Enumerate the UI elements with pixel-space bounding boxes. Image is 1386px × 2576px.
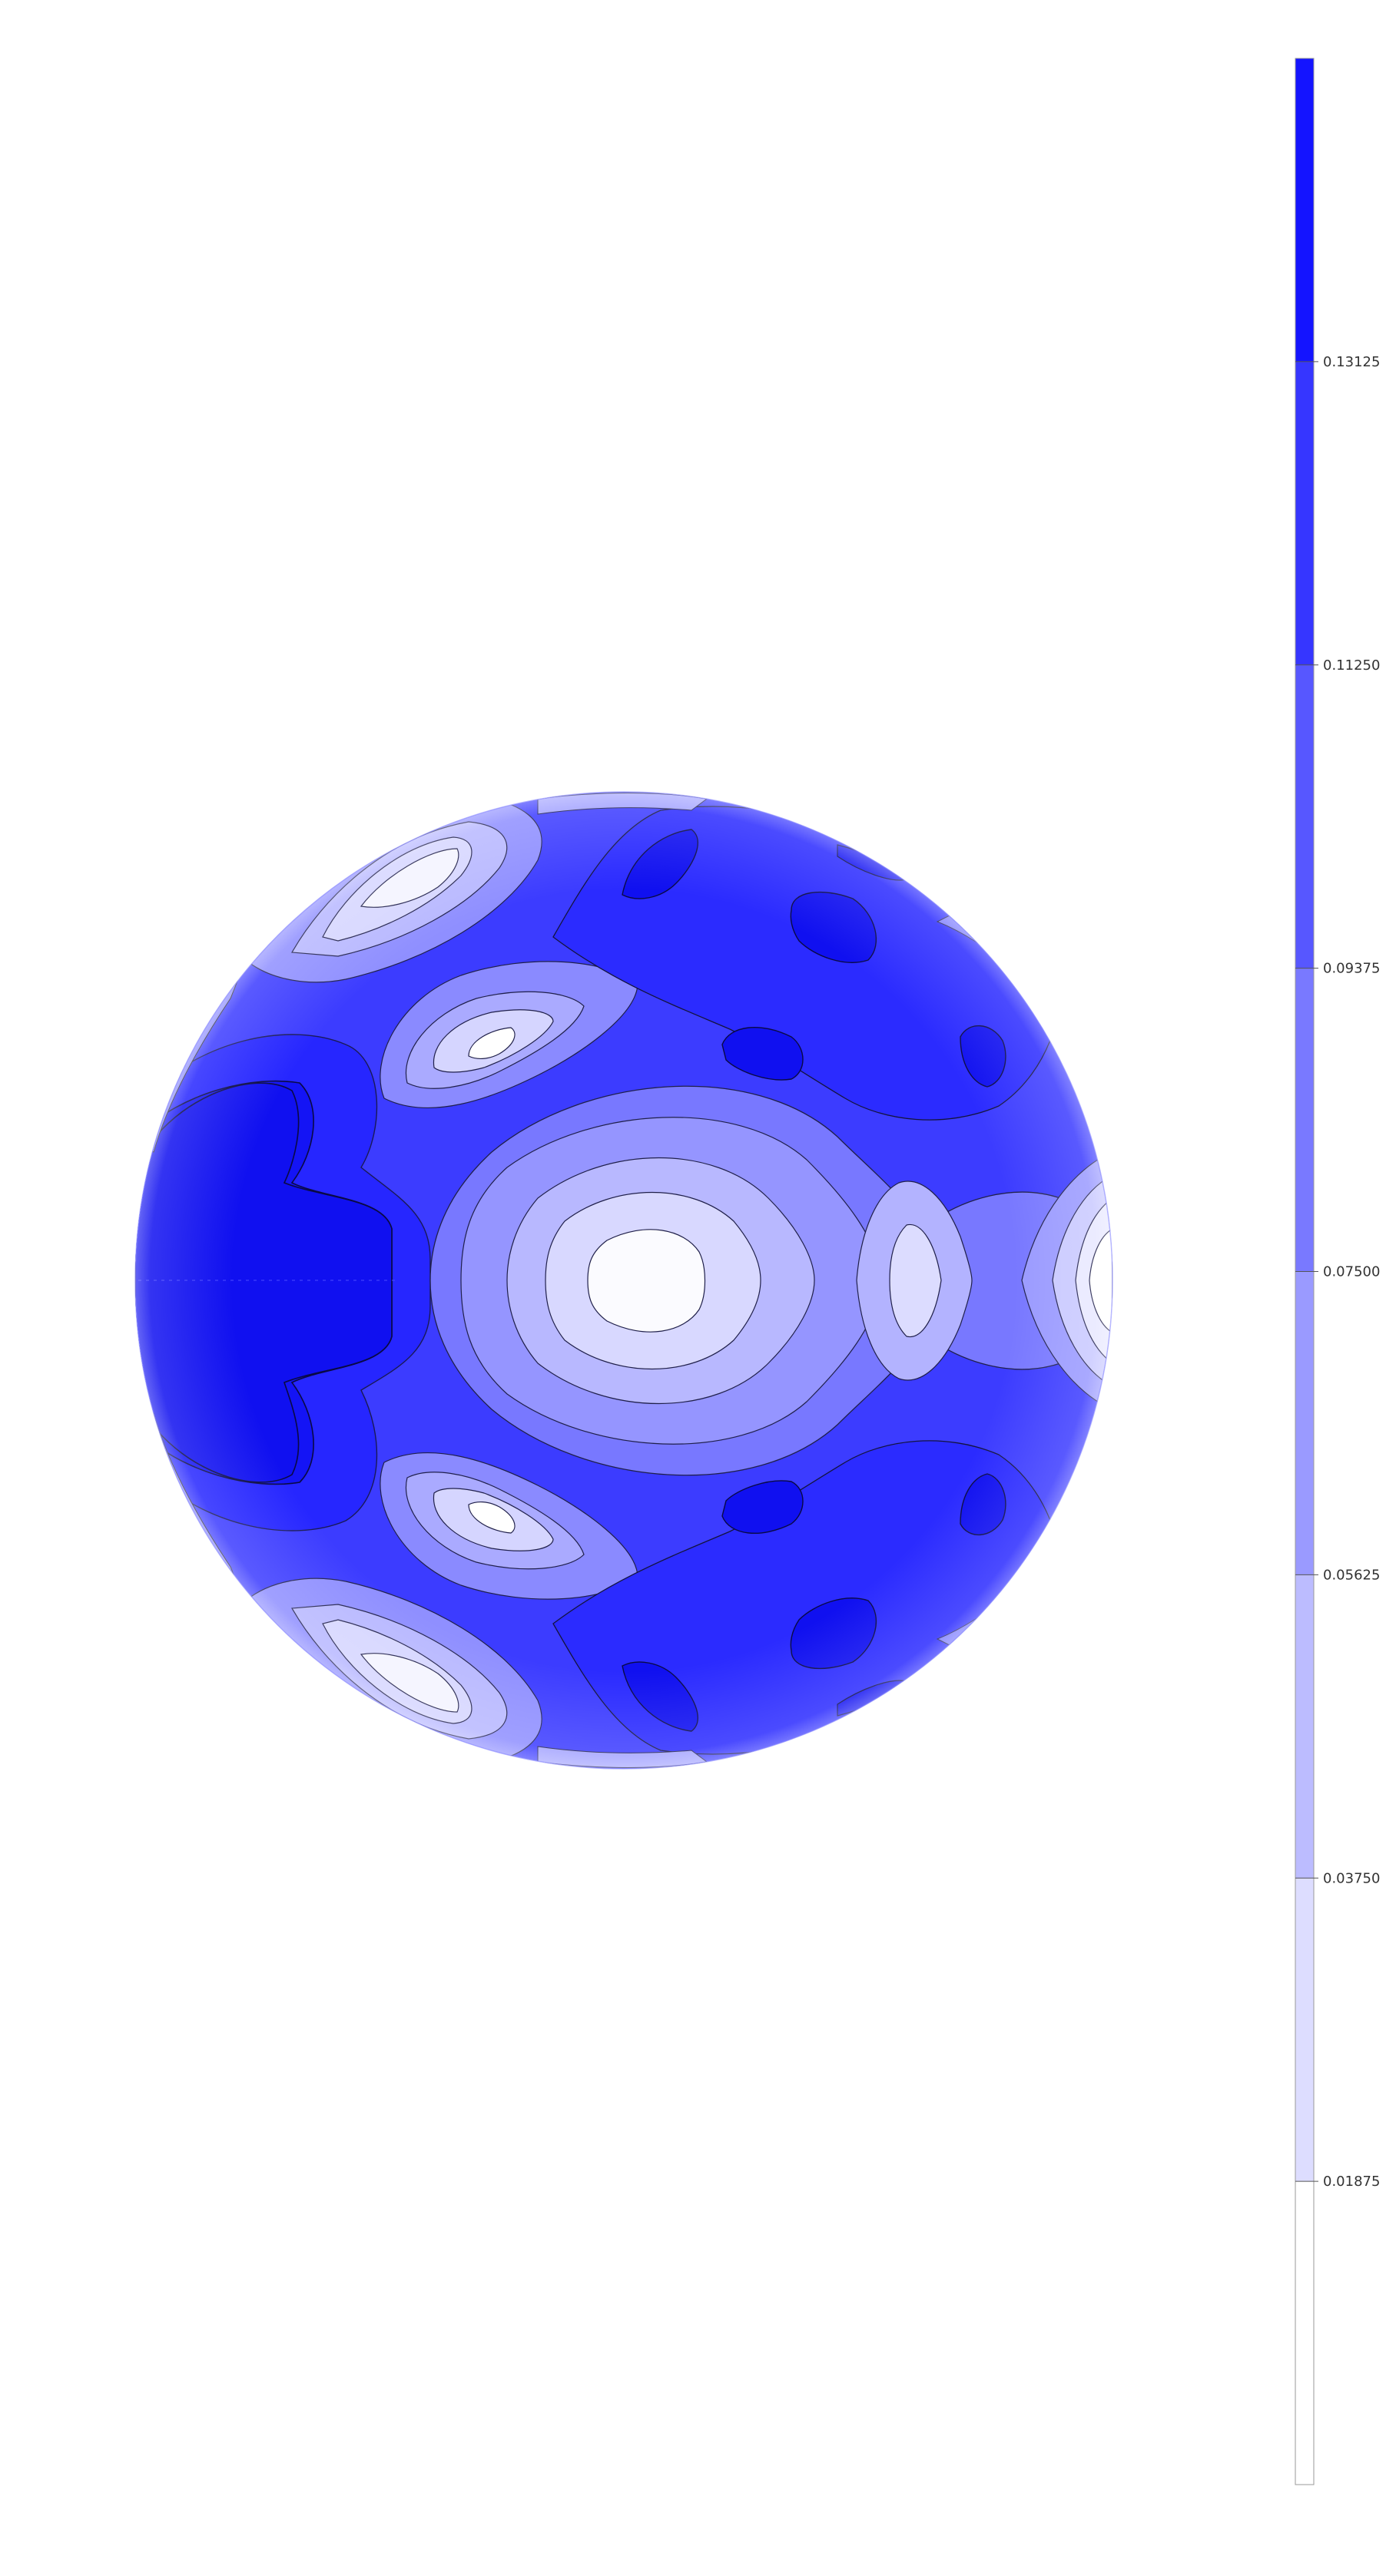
colorbar-band bbox=[1295, 968, 1314, 1272]
sphere-outline bbox=[134, 791, 1113, 1770]
colorbar-band bbox=[1295, 361, 1314, 665]
colorbar-tick-label: 0.13125 bbox=[1323, 354, 1380, 370]
colorbar-tick-label: 0.07500 bbox=[1323, 1264, 1380, 1280]
sphere-rim-shade bbox=[135, 792, 1112, 1769]
sphere-plot bbox=[134, 791, 1113, 1770]
colorbar-band bbox=[1295, 58, 1314, 362]
colorbar-tick-label: 0.11250 bbox=[1323, 657, 1380, 674]
colorbar-band bbox=[1295, 1878, 1314, 2182]
colorbar-tick-label: 0.01875 bbox=[1323, 2174, 1380, 2190]
colorbar-band bbox=[1295, 1574, 1314, 1879]
colorbar-tick-labels: 0.01875 0.03750 0.05625 0.07500 0.09375 0.112… bbox=[1323, 354, 1380, 2190]
colorbar-band bbox=[1295, 664, 1314, 968]
colorbar: 0.01875 0.03750 0.05625 0.07500 0.09375 0.112… bbox=[1295, 58, 1380, 2485]
colorbar-tick-label: 0.05625 bbox=[1323, 1567, 1380, 1583]
colorbar-band bbox=[1295, 2181, 1314, 2485]
sphere-surface bbox=[135, 792, 1112, 1769]
colorbar-ticks bbox=[1295, 361, 1318, 2182]
colorbar-band bbox=[1295, 1271, 1314, 1575]
colorbar-bands bbox=[1295, 58, 1314, 2485]
colorbar-tick-label: 0.03750 bbox=[1323, 1870, 1380, 1886]
colorbar-tick-label: 0.09375 bbox=[1323, 961, 1380, 977]
